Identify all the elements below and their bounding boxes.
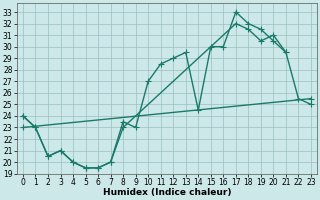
X-axis label: Humidex (Indice chaleur): Humidex (Indice chaleur) xyxy=(103,188,231,197)
